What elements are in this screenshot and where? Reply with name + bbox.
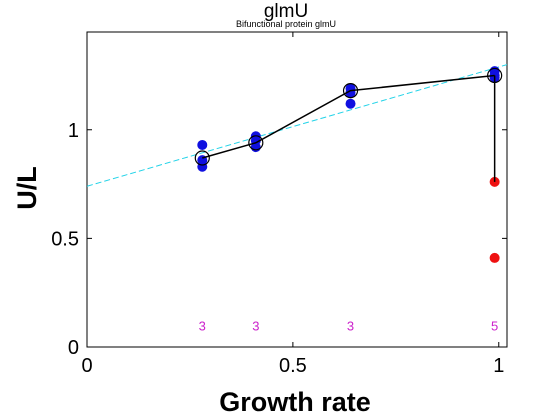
outlier-point bbox=[489, 252, 500, 263]
replicate-point bbox=[197, 139, 208, 150]
y-tick-label: 0.5 bbox=[51, 228, 79, 250]
chart-subtitle: Bifunctional protein glmU bbox=[236, 19, 336, 29]
count-label: 3 bbox=[252, 318, 259, 333]
x-tick-label: 0.5 bbox=[279, 355, 307, 377]
replicate-point bbox=[197, 161, 208, 172]
count-label: 5 bbox=[491, 318, 498, 333]
mean-marker bbox=[342, 83, 359, 99]
mean-line bbox=[202, 74, 495, 159]
chart-title: glmU bbox=[264, 1, 308, 22]
x-axis-label: Growth rate bbox=[219, 387, 371, 417]
fit-line bbox=[86, 64, 508, 187]
mean-marker bbox=[487, 67, 503, 84]
x-tick-label: 1 bbox=[493, 355, 504, 377]
mean-marker bbox=[248, 135, 264, 151]
x-tick-label: 0 bbox=[81, 355, 92, 377]
y-tick-label: 0 bbox=[68, 337, 79, 359]
count-label: 3 bbox=[199, 318, 206, 333]
replicate-point bbox=[345, 98, 356, 109]
axes-box bbox=[86, 31, 508, 348]
mean-marker bbox=[194, 150, 210, 166]
plot-area: 0 0.5 1 0 0.5 1 3 3 3 5 bbox=[51, 31, 508, 377]
y-axis-label: U/L bbox=[12, 166, 42, 210]
y-tick-label: 1 bbox=[68, 120, 79, 142]
count-label: 3 bbox=[347, 318, 354, 333]
